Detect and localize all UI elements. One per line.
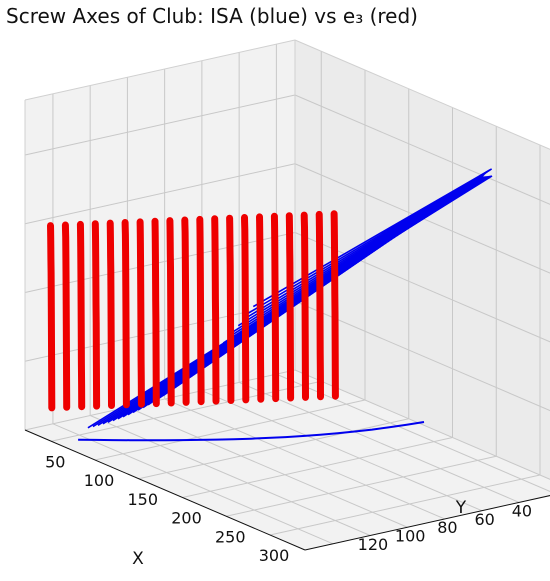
e3-arc <box>121 219 130 409</box>
grid-line <box>238 381 520 503</box>
e3-arc <box>285 212 295 402</box>
e3-arc <box>315 210 324 401</box>
grid-line <box>294 163 550 274</box>
y-tick-label: 120 <box>358 535 389 554</box>
e3-arc <box>270 212 280 403</box>
grid-line <box>127 406 408 528</box>
y-tick-label: 60 <box>474 510 494 529</box>
e3-arc <box>300 211 309 401</box>
grid-line <box>164 398 445 520</box>
y-tick-label: 100 <box>395 527 426 546</box>
x-tick-label: 200 <box>171 509 202 528</box>
e3-arc <box>61 221 71 411</box>
x-axis-label: X <box>132 549 144 569</box>
pane-edge <box>294 39 550 150</box>
grid-line <box>24 369 296 431</box>
x-tick-label: 150 <box>127 490 158 509</box>
grid-line <box>226 455 497 517</box>
x-tick-label: 300 <box>259 546 290 565</box>
x-tick-label: 50 <box>45 452 65 471</box>
grid-line <box>52 423 334 545</box>
grid-line <box>94 399 366 461</box>
e3-arc <box>256 213 265 403</box>
e3-arc <box>91 220 101 410</box>
y-axis-line <box>304 495 550 551</box>
e3-arc <box>106 219 115 409</box>
y-tick-label: 40 <box>512 502 532 521</box>
grid-line <box>138 418 409 480</box>
e3-arc <box>136 218 145 408</box>
e3-arc <box>151 217 160 408</box>
grid-line <box>201 390 483 512</box>
pane-edge <box>24 39 296 101</box>
y-tick-label: 80 <box>437 518 457 537</box>
e3-arc <box>166 217 175 407</box>
grid-line <box>294 369 550 480</box>
x-tick-label: 100 <box>84 471 115 490</box>
e3-arc <box>226 214 235 404</box>
e3-arc <box>196 215 205 406</box>
grid-line <box>294 94 550 205</box>
y-axis-label: Y <box>455 498 467 518</box>
grid-line <box>294 232 550 343</box>
grid-line <box>294 300 550 412</box>
x-tick-label: 250 <box>215 527 246 546</box>
e3-arc <box>241 214 250 404</box>
e3-arc <box>76 220 86 411</box>
e3-arc <box>181 216 190 406</box>
chart-title: Screw Axes of Club: ISA (blue) vs e₃ (re… <box>6 4 418 28</box>
grid-line <box>182 437 453 498</box>
grid-line <box>269 474 541 536</box>
grid-line <box>89 415 371 536</box>
x-axis-line <box>24 429 306 551</box>
floor-pane <box>25 370 550 550</box>
grid-line <box>24 163 296 225</box>
y-tick-label: 20 <box>549 493 550 512</box>
e3-arc <box>47 222 56 412</box>
e3-arc <box>211 215 220 405</box>
grid-line <box>24 232 296 293</box>
back-pane <box>295 40 550 480</box>
grid-line <box>24 94 296 156</box>
e3-arc <box>330 210 339 400</box>
isa-trough-curve <box>78 421 425 442</box>
